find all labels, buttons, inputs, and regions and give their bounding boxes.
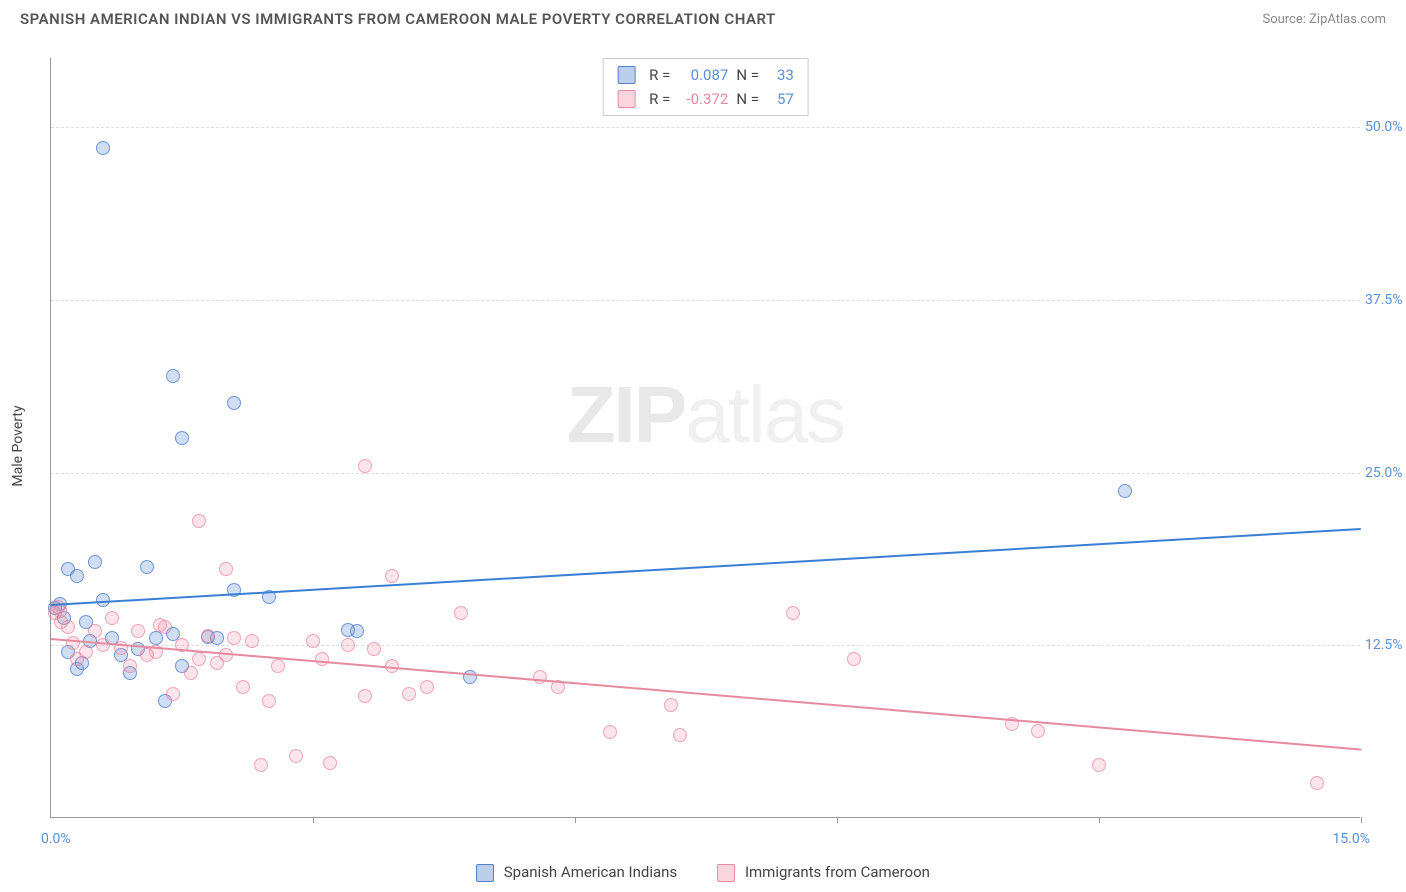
regression-line bbox=[51, 638, 1361, 751]
swatch-pink-icon bbox=[617, 90, 635, 108]
data-point bbox=[175, 431, 189, 445]
data-point bbox=[123, 659, 137, 673]
n-value-1: 33 bbox=[777, 63, 794, 87]
data-point bbox=[847, 652, 861, 666]
chart-title: SPANISH AMERICAN INDIAN VS IMMIGRANTS FR… bbox=[20, 10, 776, 28]
x-tick bbox=[837, 817, 838, 823]
data-point bbox=[166, 369, 180, 383]
legend-item-1: Spanish American Indians bbox=[476, 863, 677, 882]
data-point bbox=[245, 634, 259, 648]
data-point bbox=[66, 636, 80, 650]
stats-box: R = 0.087 N = 33 R = -0.372 N = 57 bbox=[602, 58, 809, 116]
swatch-blue-icon bbox=[617, 66, 635, 84]
data-point bbox=[323, 756, 337, 770]
data-point bbox=[88, 555, 102, 569]
r-value-1: 0.087 bbox=[678, 63, 728, 87]
data-point bbox=[358, 459, 372, 473]
data-point bbox=[1118, 484, 1132, 498]
data-point bbox=[603, 725, 617, 739]
data-point bbox=[1310, 776, 1324, 790]
x-tick bbox=[1361, 817, 1362, 823]
data-point bbox=[533, 670, 547, 684]
data-point bbox=[358, 689, 372, 703]
bottom-legend: Spanish American Indians Immigrants from… bbox=[476, 863, 930, 882]
y-axis-label: Male Poverty bbox=[10, 405, 26, 486]
x-axis-max: 15.0% bbox=[1332, 831, 1370, 847]
gridline bbox=[51, 300, 1360, 301]
legend-label-2: Immigrants from Cameroon bbox=[745, 863, 930, 881]
data-point bbox=[192, 514, 206, 528]
data-point bbox=[1092, 758, 1106, 772]
chart-area: ZIPatlas R = 0.087 N = 33 R = -0.372 N =… bbox=[50, 58, 1360, 818]
x-axis-min: 0.0% bbox=[41, 831, 71, 847]
data-point bbox=[70, 569, 84, 583]
r-value-2: -0.372 bbox=[678, 87, 728, 111]
data-point bbox=[420, 680, 434, 694]
watermark: ZIPatlas bbox=[567, 369, 844, 461]
data-point bbox=[96, 638, 110, 652]
data-point bbox=[341, 623, 355, 637]
data-point bbox=[88, 624, 102, 638]
data-point bbox=[289, 749, 303, 763]
x-tick bbox=[313, 817, 314, 823]
data-point bbox=[192, 652, 206, 666]
data-point bbox=[341, 638, 355, 652]
data-point bbox=[140, 560, 154, 574]
data-point bbox=[385, 569, 399, 583]
x-tick bbox=[575, 817, 576, 823]
y-tick-label: 50.0% bbox=[1365, 119, 1406, 135]
n-value-2: 57 bbox=[777, 87, 794, 111]
legend-item-2: Immigrants from Cameroon bbox=[717, 863, 930, 882]
gridline bbox=[51, 127, 1360, 128]
y-tick-label: 12.5% bbox=[1365, 637, 1406, 653]
data-point bbox=[54, 615, 68, 629]
regression-line bbox=[51, 528, 1361, 606]
data-point bbox=[673, 728, 687, 742]
legend-swatch-pink-icon bbox=[717, 864, 735, 882]
data-point bbox=[131, 624, 145, 638]
data-point bbox=[227, 631, 241, 645]
data-point bbox=[105, 611, 119, 625]
legend-label-1: Spanish American Indians bbox=[504, 863, 677, 881]
data-point bbox=[227, 396, 241, 410]
data-point bbox=[79, 645, 93, 659]
data-point bbox=[271, 659, 285, 673]
data-point bbox=[219, 562, 233, 576]
data-point bbox=[367, 642, 381, 656]
data-point bbox=[786, 606, 800, 620]
data-point bbox=[664, 698, 678, 712]
y-tick-label: 37.5% bbox=[1365, 292, 1406, 308]
data-point bbox=[96, 141, 110, 155]
data-point bbox=[51, 600, 65, 614]
data-point bbox=[315, 652, 329, 666]
gridline bbox=[51, 473, 1360, 474]
data-point bbox=[1031, 724, 1045, 738]
data-point bbox=[140, 648, 154, 662]
source-attribution: Source: ZipAtlas.com bbox=[1262, 12, 1386, 27]
data-point bbox=[254, 758, 268, 772]
data-point bbox=[184, 666, 198, 680]
legend-swatch-blue-icon bbox=[476, 864, 494, 882]
data-point bbox=[262, 694, 276, 708]
data-point bbox=[454, 606, 468, 620]
y-tick-label: 25.0% bbox=[1365, 465, 1406, 481]
data-point bbox=[153, 618, 167, 632]
data-point bbox=[306, 634, 320, 648]
data-point bbox=[201, 629, 215, 643]
data-point bbox=[166, 687, 180, 701]
data-point bbox=[210, 656, 224, 670]
data-point bbox=[236, 680, 250, 694]
data-point bbox=[402, 687, 416, 701]
x-tick bbox=[1099, 817, 1100, 823]
plot-region: ZIPatlas R = 0.087 N = 33 R = -0.372 N =… bbox=[50, 58, 1360, 818]
